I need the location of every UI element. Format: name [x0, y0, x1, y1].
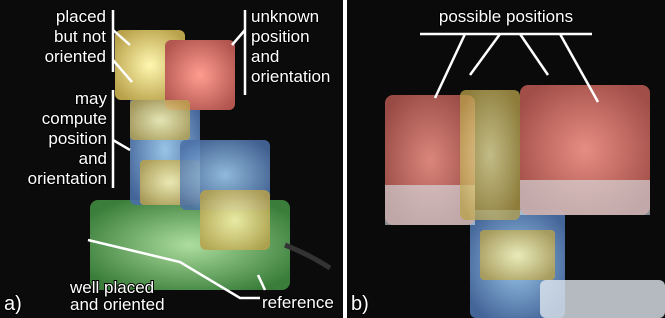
annotation-text: reference — [262, 293, 334, 312]
annotation-text: and oriented — [70, 295, 165, 314]
annotation-text: orientation — [28, 169, 107, 188]
annotation-text: placed — [56, 7, 106, 26]
annotation-text: possible positions — [439, 7, 573, 26]
annotation-text: position — [251, 27, 310, 46]
annotation-text: b) — [351, 293, 369, 315]
annotation-text: position — [48, 129, 107, 148]
annotation-text: oriented — [45, 47, 106, 66]
annotation-text: unknown — [251, 7, 319, 26]
annotation-text: and — [79, 149, 107, 168]
annotation-text: orientation — [251, 67, 330, 86]
annotation-text: and — [251, 47, 279, 66]
annotation-text: compute — [42, 109, 107, 128]
annotation-text: but not — [54, 27, 106, 46]
figure: placedbut notorientedunknownpositionando… — [0, 0, 665, 318]
panel-b — [347, 0, 665, 318]
annotation-text: may — [75, 89, 108, 108]
annotation-text: a) — [4, 293, 22, 315]
